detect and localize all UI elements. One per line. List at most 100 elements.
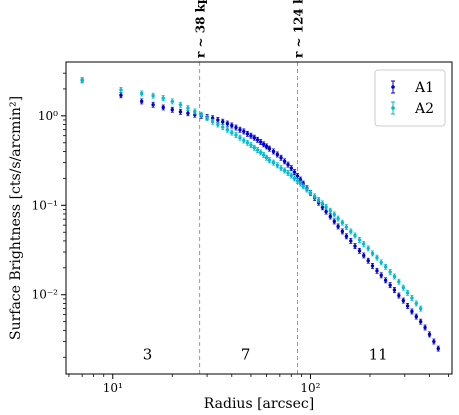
point-a2-14 [225,126,230,133]
point-a1-48 [349,237,353,244]
point-a2-57 [388,269,392,275]
point-a1-59 [397,292,401,299]
point-a1-25 [264,143,269,150]
point-a2-64 [418,305,423,312]
point-a2-13 [221,124,225,130]
point-a2-35 [298,180,303,187]
point-a2-41 [320,200,325,207]
point-a1-3 [151,101,155,108]
x-tick-label-2: 10² [300,381,320,395]
point-a2-3 [151,92,155,99]
point-a1-32 [289,165,293,172]
point-a2-38 [308,189,313,196]
point-a1-31 [286,161,290,168]
point-a2-29 [279,165,283,172]
x-axis-label: Radius [arcsec] [204,396,314,412]
point-a2-44 [332,211,336,218]
point-a1-21 [252,134,257,141]
point-a2-17 [238,134,242,141]
point-a2-9 [199,111,203,118]
point-a2-42 [324,203,328,210]
point-a1-27 [271,148,276,155]
point-a1-68 [436,345,440,352]
point-a1-14 [225,120,230,127]
point-a2-49 [353,232,357,239]
legend-marker-a2 [391,101,395,115]
point-a2-56 [383,263,388,270]
point-a2-19 [245,139,250,146]
legend-marker-a1 [391,80,395,94]
point-a1-54 [375,267,379,274]
point-a1-51 [362,252,366,259]
point-a1-47 [344,233,349,240]
point-a1-6 [178,108,183,115]
point-a2-39 [312,193,317,200]
point-a1-4 [161,104,165,111]
point-a2-27 [271,159,276,166]
point-a2-43 [328,207,332,214]
point-a1-49 [353,243,357,249]
point-a1-46 [340,228,345,235]
point-a2-63 [414,300,418,307]
point-a2-60 [401,284,406,291]
point-a1-28 [275,151,280,158]
point-a2-31 [286,170,290,176]
point-a2-48 [349,228,353,235]
point-a1-57 [388,282,392,289]
point-a1-63 [414,313,418,320]
point-a2-36 [301,183,305,190]
point-a1-30 [282,158,287,165]
point-a2-10 [205,115,209,122]
point-a1-53 [370,263,375,269]
point-a1-7 [186,110,190,117]
point-a2-37 [305,186,309,193]
point-a1-18 [242,128,246,135]
point-a2-2 [139,90,144,97]
point-a1-62 [410,308,414,315]
point-a2-18 [242,137,246,144]
point-a1-50 [357,247,362,254]
point-a1-17 [238,126,242,133]
point-a2-34 [295,178,300,184]
point-a1-56 [383,277,388,284]
vline-label-1: r ~ 38 kpc [194,0,208,58]
point-a2-7 [186,105,190,112]
point-a1-64 [418,318,423,325]
vline-label-2: r ~ 124 kpc [292,0,306,58]
plot-frame [65,61,453,375]
point-a2-0 [80,77,84,84]
point-a2-8 [193,108,197,115]
point-a2-32 [289,172,293,179]
point-a1-43 [328,213,332,220]
point-a2-12 [216,121,220,128]
point-a1-61 [405,303,410,309]
point-a2-5 [170,98,174,105]
point-a2-11 [210,118,215,125]
point-a1-26 [267,145,272,152]
point-a1-60 [401,297,406,304]
point-a1-45 [336,223,340,230]
point-a2-28 [275,162,280,169]
point-a2-6 [178,101,183,108]
point-a1-66 [427,331,432,338]
point-a1-23 [258,139,263,145]
point-a2-23 [258,149,263,156]
point-a2-24 [261,152,266,158]
point-a1-58 [392,287,397,293]
point-a2-55 [379,259,383,266]
point-a1-19 [245,130,250,137]
point-a1-15 [230,122,234,129]
point-a1-5 [170,106,174,113]
x-tick-label-1: 10¹ [103,381,123,395]
point-a2-16 [234,132,238,138]
point-a1-65 [423,324,427,331]
point-a1-13 [221,118,225,125]
point-a1-67 [432,338,436,345]
point-a2-46 [340,219,345,226]
point-a2-52 [366,245,370,252]
legend-label-a2: A2 [414,101,434,117]
point-a2-20 [249,142,253,149]
point-a1-24 [261,141,266,148]
point-a2-54 [375,254,379,261]
point-a2-40 [316,196,321,203]
